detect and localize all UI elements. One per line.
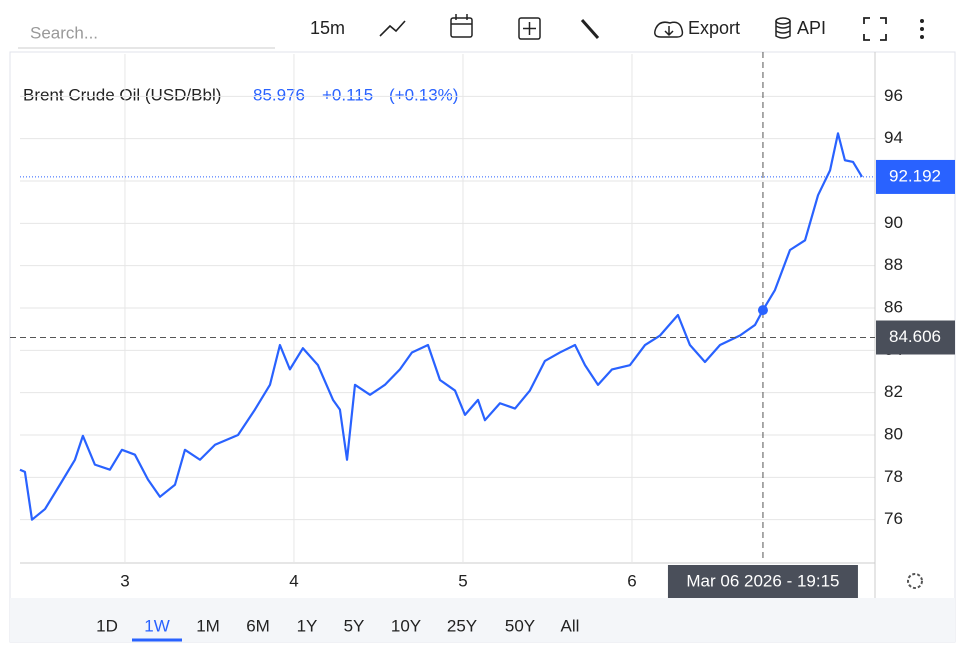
instrument-name: Brent Crude Oil (USD/Bbl) [23, 85, 221, 104]
crosshair-y-box [876, 320, 955, 355]
export-icon[interactable] [654, 21, 684, 38]
y-tick-label: 80 [884, 424, 903, 443]
range-button[interactable]: 1Y [297, 616, 318, 635]
crosshair-y-label: 84.606 [889, 327, 941, 346]
search-input[interactable]: Search... [30, 23, 98, 42]
y-tick-label: 90 [884, 213, 903, 232]
range-button[interactable]: 1M [196, 616, 220, 635]
export-button[interactable]: Export [688, 18, 740, 38]
frame [9, 51, 956, 643]
y-tick-label: 96 [884, 86, 903, 105]
y-tick-label: 82 [884, 382, 903, 401]
calendar-icon[interactable] [450, 14, 473, 38]
range-bar [10, 598, 955, 642]
x-tick-label: 4 [289, 571, 298, 590]
add-icon[interactable] [518, 17, 541, 40]
api-icon[interactable] [775, 17, 791, 39]
range-button[interactable]: 6M [246, 616, 270, 635]
crosshair-x-box [667, 565, 858, 598]
range-button[interactable]: 5Y [344, 616, 365, 635]
api-button[interactable]: API [797, 18, 826, 38]
x-tick-label: 6 [627, 571, 636, 590]
crosshair-point [757, 305, 768, 316]
chart-type-icon[interactable] [379, 20, 406, 37]
quote-change: +0.115 [322, 85, 373, 104]
range-button[interactable]: All [561, 616, 580, 635]
y-tick-label: 88 [884, 255, 903, 274]
quote-price: 85.976 [253, 85, 305, 104]
y-tick-label: 76 [884, 509, 903, 528]
interval-button[interactable]: 15m [310, 18, 345, 38]
range-button[interactable]: 10Y [391, 616, 421, 635]
fullscreen-icon[interactable] [863, 17, 887, 41]
x-tick-label: 3 [120, 571, 129, 590]
y-tick-label: 86 [884, 297, 903, 316]
last-value-box [876, 159, 955, 194]
y-tick-label: 94 [884, 128, 903, 147]
price-line [19, 132, 863, 521]
y-tick-label: 78 [884, 467, 903, 486]
range-button[interactable]: 50Y [505, 616, 535, 635]
settings-tool-icon[interactable] [580, 19, 600, 39]
range-button[interactable]: 1D [96, 616, 118, 635]
range-button[interactable]: 25Y [447, 616, 477, 635]
last-value-label: 92.192 [889, 166, 941, 185]
x-tick-label: 5 [458, 571, 467, 590]
crosshair-x-label: Mar 06 2026 - 19:15 [686, 571, 839, 590]
quote-change-pct: (+0.13%) [389, 85, 458, 104]
settings-gear[interactable] [907, 573, 923, 589]
menu-icon[interactable] [920, 19, 924, 39]
range-button[interactable]: 1W [144, 616, 170, 635]
